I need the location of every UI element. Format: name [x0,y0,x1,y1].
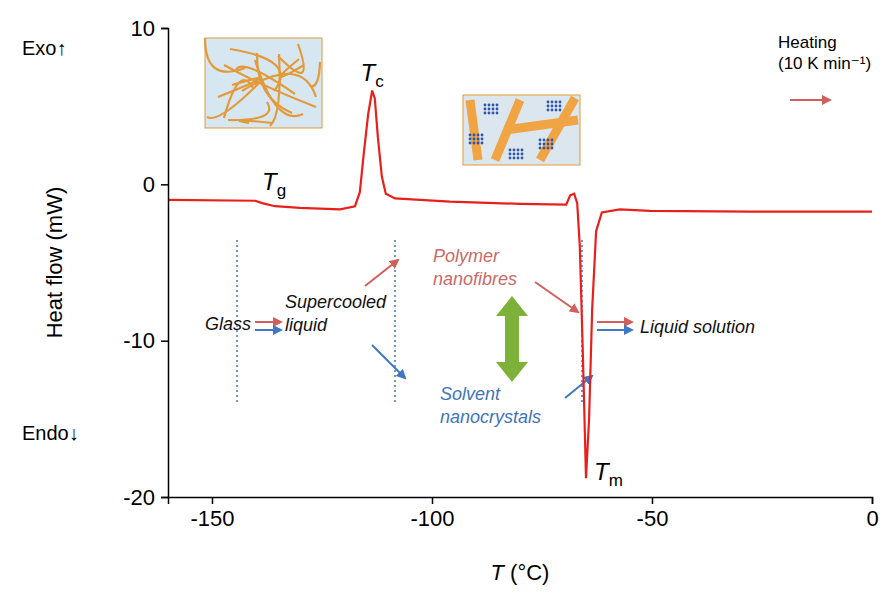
tick-mark [161,340,168,342]
arrow [372,345,405,378]
tick-mark [872,497,874,504]
phase-boundary [394,240,396,405]
annotation: Tg [262,168,286,200]
annotation: Exo↑ [22,37,66,59]
tick: 10 [131,16,168,41]
arrow [255,329,281,331]
tick: -20 [123,485,168,510]
annotation: Liquid solution [640,317,755,337]
plot-area [168,91,872,479]
tick: -150 [190,497,234,531]
tick-label: -10 [123,328,155,353]
heat-flow-line [168,91,872,479]
annotation: Glass [205,314,251,334]
tick-label: -50 [637,506,669,531]
double-arrow [496,296,528,382]
y-axis-title: Heat flow (mW) [42,187,67,339]
arrow [790,99,830,101]
tick: 0 [143,172,168,197]
arrow [365,260,398,286]
annotation: Tm [594,458,623,490]
tick-label: -150 [190,506,234,531]
x-axis-title: T (°C) [491,560,550,585]
y-axis: -20 -10 0 10 [123,16,168,510]
annotations: Tg Tc Tm Exo↑ Endo↓ Heating(10 K min⁻¹) Glass S… [22,33,871,490]
x-axis: -150 -100 -50 0 [169,497,879,531]
tick-mark [212,497,214,504]
tick-label: 0 [143,172,155,197]
tick-label: 0 [866,506,878,531]
tick-mark [161,497,168,499]
annotation: Endo↓ [22,422,79,444]
tick-mark [432,497,434,504]
arrow [597,321,632,323]
arrow [255,321,281,323]
tick-mark [161,184,168,186]
phase-diagram [237,100,830,405]
tick-mark [161,28,168,30]
annotation: Solventnanocrystals [440,384,541,427]
inset-crystals [463,95,580,165]
annotation: Tc [361,59,385,91]
tick: -100 [410,497,454,531]
arrow [535,282,578,312]
tick: -50 [637,497,669,531]
tick-label: 10 [131,16,155,41]
tick-label: -20 [123,485,155,510]
tick: 0 [866,497,878,531]
arrow [597,329,632,331]
tick: -10 [123,328,168,353]
arrow [565,376,592,398]
tick-label: -100 [410,506,454,531]
tick-mark [652,497,654,504]
annotation: Supercooledliquid [285,292,387,335]
inset-glass [205,38,322,128]
chart: -150-100-500-20-10010T (°C)Heat flow (mW… [0,0,883,595]
axis-line [161,29,169,498]
axis-line [169,498,873,505]
annotation: Heating(10 K min⁻¹) [778,33,871,73]
annotation: Polymernanofibres [433,246,517,289]
